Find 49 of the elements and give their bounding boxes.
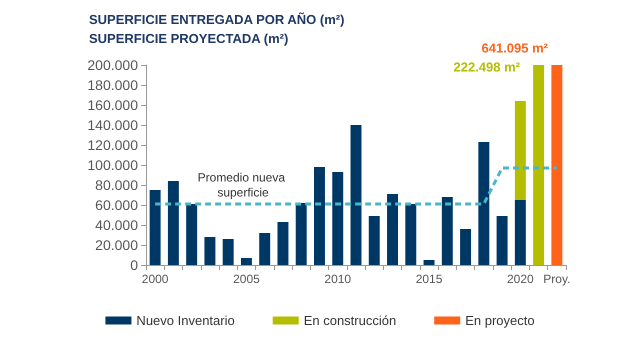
y-tick-label: 100.000 (87, 157, 138, 173)
bar (460, 229, 472, 265)
bar (496, 216, 508, 265)
bar (168, 181, 179, 265)
bar (424, 260, 435, 265)
bar (277, 222, 288, 265)
bar (150, 190, 161, 265)
x-tick-label: 2000 (142, 272, 169, 286)
bar (222, 239, 234, 265)
bar (368, 216, 380, 265)
bar (478, 142, 490, 265)
x-tick-label: 2010 (324, 272, 352, 286)
bar (204, 237, 216, 265)
legend-label: Nuevo Inventario (136, 313, 235, 328)
x-tick-label: 2020 (506, 272, 534, 286)
legend-label: En proyecto (465, 313, 535, 328)
y-tick-label: 180.000 (87, 77, 138, 93)
bar (514, 200, 526, 265)
bar (240, 258, 252, 265)
x-tick-label: 2005 (233, 272, 260, 286)
y-tick-label: 60.000 (95, 197, 138, 213)
annotation: Promedio nueva superficie (198, 170, 288, 200)
y-tick-label: 160.000 (87, 97, 138, 113)
y-tick-label: 40.000 (95, 217, 138, 233)
bar (533, 65, 544, 265)
x-tick-label: 2015 (416, 272, 443, 286)
bar (332, 172, 344, 265)
legend-label: En construcción (304, 313, 396, 328)
bar (387, 194, 398, 265)
bar (350, 125, 362, 265)
y-tick-label: 200.000 (87, 57, 138, 73)
bar (296, 203, 307, 265)
x-tick-label: Proy. (543, 272, 570, 286)
bar (405, 204, 416, 265)
chart-title: SUPERFICIE ENTREGADA POR AÑO (m²) (89, 12, 344, 27)
bar (551, 65, 562, 265)
bar (442, 197, 453, 265)
bar (514, 101, 526, 200)
annotation: 222.498 m² (454, 60, 521, 74)
text: 641.095 m² (482, 40, 549, 56)
y-tick-label: 140.000 (87, 117, 138, 133)
y-tick-label: 0 (130, 257, 138, 273)
bar (186, 204, 198, 265)
y-tick-label: 80.000 (95, 177, 138, 193)
y-tick-label: 120.000 (87, 137, 138, 153)
chart-subtitle: SUPERFICIE PROYECTADA (m²) (89, 31, 288, 46)
bar (314, 167, 325, 265)
y-tick-label: 20.000 (95, 237, 138, 253)
bar (259, 233, 270, 265)
